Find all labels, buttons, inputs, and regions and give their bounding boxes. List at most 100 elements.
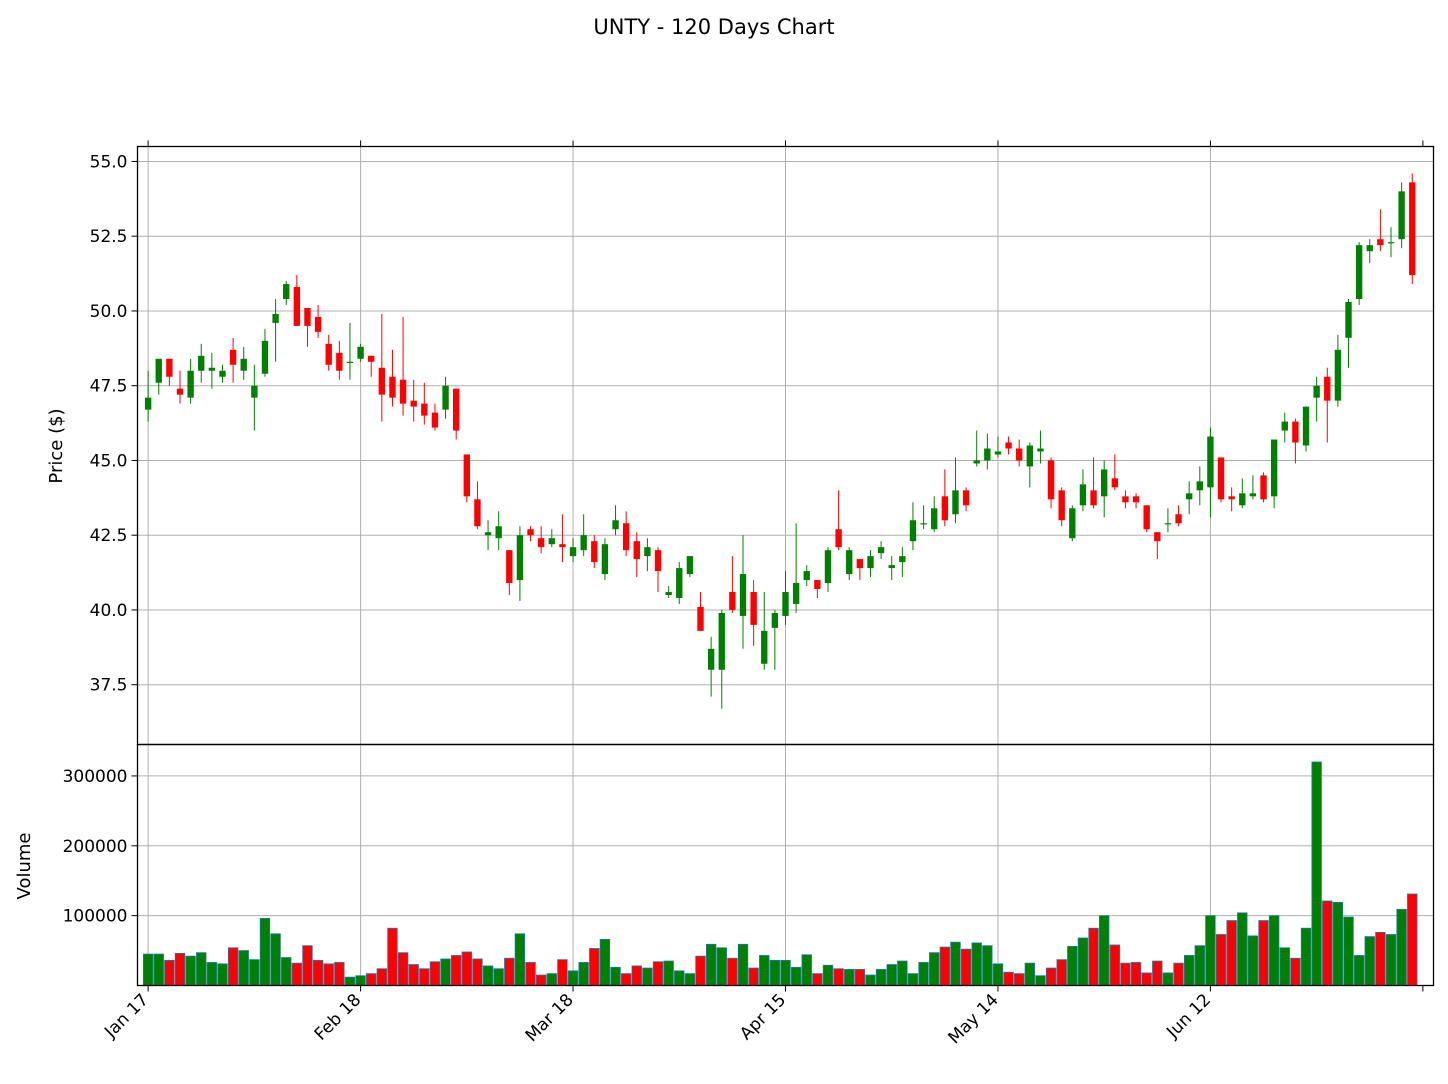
- candle-body: [1260, 475, 1267, 500]
- volume-bar: [1247, 935, 1259, 986]
- volume-bar: [1332, 901, 1344, 986]
- volume-bar: [1120, 962, 1131, 986]
- volume-bar: [907, 973, 919, 986]
- volume-bar: [238, 950, 249, 986]
- volume-bar: [929, 952, 940, 986]
- volume-bar: [1205, 915, 1216, 986]
- price-tick-label: 47.5: [90, 377, 128, 397]
- volume-bar: [844, 969, 855, 986]
- volume-bar: [886, 964, 897, 986]
- volume-y-axis: 100000 200000 300000: [63, 767, 138, 927]
- volume-bar: [291, 962, 303, 986]
- volume-bar: [1088, 927, 1099, 986]
- candle-body: [697, 606, 704, 631]
- candle-body: [654, 550, 662, 572]
- volume-bar: [918, 962, 929, 986]
- volume-bar: [801, 954, 812, 986]
- volume-bar: [875, 969, 887, 986]
- candle-body: [1026, 445, 1034, 467]
- volume-bar: [737, 943, 749, 986]
- volume-bar: [281, 957, 292, 986]
- volume-bar: [355, 975, 366, 986]
- volume-bar: [206, 962, 218, 986]
- candle-body: [219, 370, 226, 377]
- volume-bar: [642, 967, 653, 986]
- candle-body: [155, 358, 162, 383]
- candle-body: [548, 538, 555, 545]
- x-tick-label: Mar 18: [522, 990, 578, 1046]
- candle-body: [198, 355, 205, 371]
- candle-body: [909, 520, 917, 542]
- volume-bar: [514, 933, 526, 986]
- candle-body: [1016, 448, 1023, 461]
- volume-y-axis-label: Volume: [14, 833, 35, 900]
- volume-bar: [727, 957, 738, 986]
- candle-body: [729, 592, 736, 610]
- candle-body: [1302, 406, 1310, 446]
- candle-body: [899, 556, 906, 563]
- volume-tick-label: 200000: [63, 837, 128, 857]
- candle-body: [166, 358, 173, 377]
- volume-bar: [567, 970, 579, 986]
- candle-body: [527, 529, 534, 536]
- candle-body: [686, 556, 694, 575]
- candle-body: [336, 352, 343, 371]
- candle-body: [633, 541, 640, 560]
- volume-bar: [429, 961, 441, 986]
- candle-body: [1079, 484, 1087, 506]
- volume-bar: [759, 955, 770, 986]
- volume-bar: [1003, 971, 1014, 986]
- price-candles: [144, 173, 1416, 709]
- volume-bar: [748, 967, 759, 986]
- candle-body: [888, 565, 895, 569]
- volume-bar: [164, 959, 175, 986]
- candle-body: [761, 630, 768, 664]
- candle-body: [920, 523, 927, 525]
- volume-bar: [1226, 920, 1237, 986]
- candle-body: [453, 388, 460, 431]
- volume-bar: [769, 959, 781, 986]
- candle-body: [1217, 457, 1225, 500]
- candle-body: [644, 547, 651, 557]
- candle-body: [750, 592, 757, 625]
- candle-body: [1154, 532, 1161, 542]
- volume-bar: [578, 962, 589, 986]
- volume-bar: [397, 952, 409, 986]
- volume-bar: [1279, 947, 1290, 986]
- volume-bar: [939, 946, 951, 986]
- candle-body: [463, 454, 470, 497]
- candle-body: [144, 397, 152, 410]
- candle-body: [867, 556, 874, 569]
- candle-body: [378, 367, 386, 395]
- volume-bar: [1141, 972, 1152, 986]
- volume-bar: [705, 943, 717, 986]
- candle-body: [399, 379, 407, 404]
- candle-body: [1111, 478, 1118, 488]
- candle-body: [389, 376, 396, 398]
- volume-bar: [1322, 900, 1333, 986]
- candle-body: [240, 358, 247, 371]
- volume-bar: [440, 958, 451, 986]
- volume-tick-label: 300000: [63, 767, 128, 787]
- candle-body: [622, 523, 630, 551]
- volume-bar: [1099, 915, 1110, 986]
- volume-bar: [631, 965, 642, 986]
- volume-bar: [227, 947, 239, 986]
- candle-body: [325, 343, 332, 365]
- x-tick-label: Jun 12: [1162, 990, 1215, 1043]
- volume-bar: [684, 973, 696, 986]
- candle-body: [229, 349, 237, 365]
- volume-bar: [174, 952, 186, 986]
- volume-bar: [504, 957, 515, 986]
- volume-bar: [472, 958, 483, 986]
- candle-body: [1324, 376, 1331, 401]
- price-tick-label: 42.5: [90, 526, 128, 546]
- volume-bar: [535, 974, 547, 986]
- volume-bar: [1077, 937, 1089, 986]
- x-axis: Jan 17 Feb 18 Mar 18 Apr 15 May 14 Jun 12: [100, 140, 1424, 1048]
- x-tick-label: Apr 15: [736, 990, 790, 1044]
- chart-title: UNTY - 120 Days Chart: [593, 15, 834, 39]
- candle-body: [346, 361, 354, 363]
- volume-bar: [1109, 944, 1120, 986]
- candle-body: [421, 403, 428, 416]
